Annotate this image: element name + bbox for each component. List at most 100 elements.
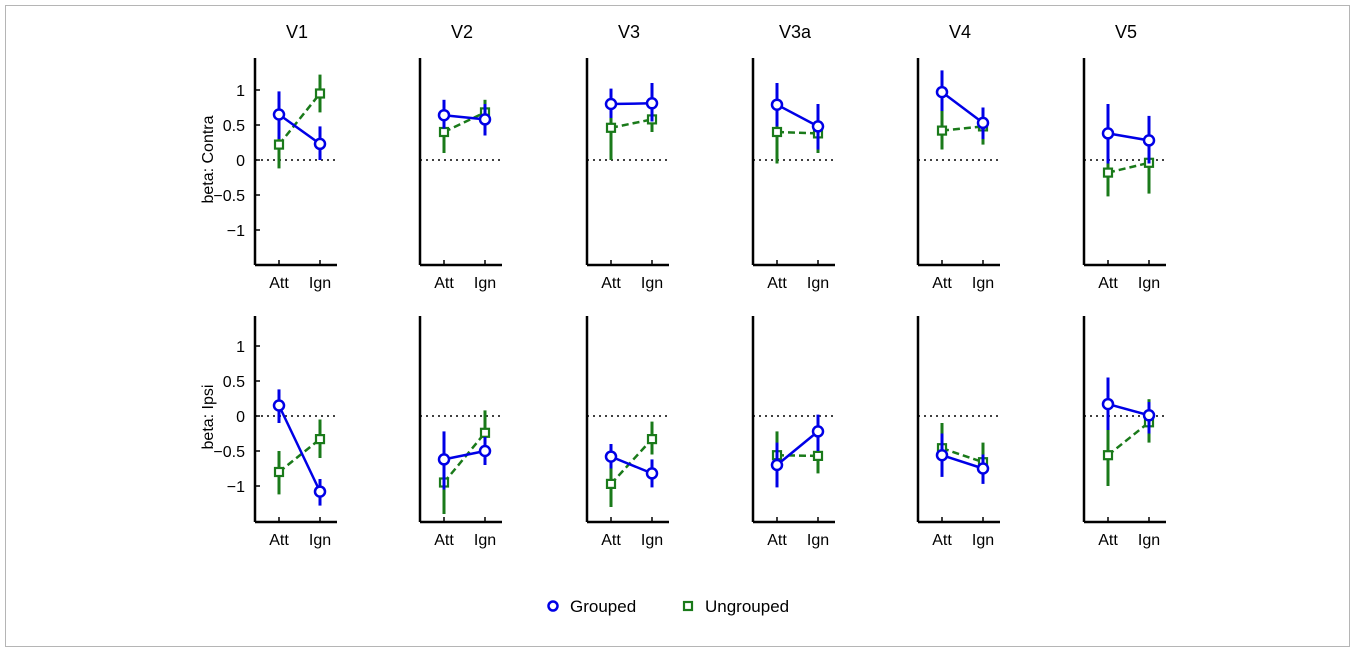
data-point-circle [1142, 134, 1156, 147]
data-point-circle [478, 444, 492, 458]
series-line [776, 130, 819, 135]
legend: Grouped Ungrouped [547, 597, 789, 616]
y-tick-label: 0.5 [223, 374, 245, 391]
panel-ipsi-v1: Att Ign [253, 316, 337, 549]
data-point-circle [645, 467, 659, 480]
series-ungrouped [605, 421, 658, 507]
data-point-square [771, 126, 783, 138]
data-point-circle [811, 425, 825, 438]
data-point-circle [604, 450, 618, 463]
data-point-square [646, 434, 658, 445]
x-tick-label-att: Att [601, 532, 621, 549]
series-line [941, 454, 984, 470]
data-point-square [438, 126, 450, 138]
y-tick-label: −0.5 [213, 444, 245, 461]
series-line [1107, 421, 1150, 457]
legend-label: Grouped [570, 597, 636, 616]
series-grouped [935, 70, 990, 139]
series-line [941, 125, 984, 132]
series-line [278, 113, 321, 145]
series-grouped [604, 83, 659, 122]
x-tick-label-att: Att [434, 532, 454, 549]
data-point-circle [1142, 409, 1156, 422]
data-point-circle [976, 116, 990, 130]
panel-title-v1: V1 [286, 22, 308, 42]
panel-title-v3: V3 [618, 22, 640, 42]
series-ungrouped [273, 419, 326, 495]
data-point-circle [313, 137, 327, 151]
panel-contra-v3: Att Ign [585, 58, 669, 292]
data-point-square [812, 450, 824, 461]
data-point-circle [604, 97, 618, 111]
x-tick-label-att: Att [269, 275, 289, 292]
panel-title-v3a: V3a [779, 22, 812, 42]
data-point-circle [1101, 127, 1115, 140]
y-tick-label: 0 [236, 153, 245, 170]
y-tick-label: 1 [236, 339, 245, 356]
series-grouped [437, 99, 492, 136]
series-line [1107, 402, 1150, 417]
legend-entry-ungrouped: Ungrouped [682, 597, 789, 616]
panel-title-v4: V4 [949, 22, 971, 42]
series-grouped [770, 414, 825, 488]
series-grouped [935, 433, 990, 484]
panel-contra-v5: Att Ign [1082, 58, 1166, 292]
x-tick-label-ign: Ign [972, 532, 994, 549]
legend-marker-circle [547, 600, 559, 612]
y-tick-label: −1 [227, 479, 245, 496]
series-grouped [770, 83, 825, 150]
x-tick-label-ign: Ign [1138, 275, 1160, 292]
x-tick-label-att: Att [434, 275, 454, 292]
series-grouped [1101, 377, 1156, 434]
x-tick-label-ign: Ign [474, 532, 496, 549]
figure-frame [5, 5, 1350, 647]
x-tick-label-ign: Ign [972, 275, 994, 292]
data-point-square [273, 466, 285, 478]
panel-ipsi-v3: Att Ign [585, 316, 669, 549]
data-point-circle [976, 462, 990, 475]
y-tick-label: 1 [236, 83, 245, 100]
y-axis-label-contra: beta: Contra [200, 115, 217, 203]
series-ungrouped [273, 74, 326, 169]
data-point-circle [770, 98, 784, 111]
data-point-circle [645, 97, 659, 110]
panel-ipsi-v3a: Att Ign [751, 316, 835, 549]
x-tick-label-att: Att [932, 275, 952, 292]
x-tick-label-ign: Ign [1138, 532, 1160, 549]
legend-label: Ungrouped [705, 597, 789, 616]
series-grouped [1101, 104, 1156, 164]
legend-marker-square [682, 600, 694, 612]
data-point-square [314, 434, 326, 445]
data-point-circle [770, 458, 784, 472]
data-point-circle [1101, 397, 1115, 411]
data-point-square [479, 427, 491, 438]
data-point-square [273, 139, 285, 150]
y-tick-label: −1 [227, 223, 245, 240]
series-line [941, 447, 984, 464]
series-grouped [604, 444, 659, 488]
panel-contra-v2: Att Ign [418, 58, 502, 292]
series-line [1107, 132, 1150, 142]
data-point-square [1102, 450, 1114, 461]
data-point-square [1102, 167, 1114, 178]
x-tick-label-att: Att [767, 532, 787, 549]
series-line [776, 103, 819, 128]
x-tick-label-ign: Ign [309, 532, 331, 549]
x-tick-label-ign: Ign [807, 532, 829, 549]
x-tick-label-ign: Ign [807, 275, 829, 292]
data-point-circle [313, 485, 327, 498]
series-ungrouped [936, 109, 989, 150]
data-point-circle [437, 453, 451, 466]
panel-title-v2: V2 [451, 22, 473, 42]
x-tick-label-att: Att [1098, 532, 1118, 549]
x-tick-label-ign: Ign [641, 275, 663, 292]
legend-entry-grouped: Grouped [547, 597, 636, 616]
series-line [610, 438, 653, 485]
panel-ipsi-v4: Att Ign [916, 316, 1000, 549]
series-ungrouped [771, 431, 824, 483]
series-line [277, 404, 322, 493]
series-line [1107, 161, 1150, 174]
x-tick-label-ign: Ign [641, 532, 663, 549]
series-ungrouped [438, 99, 491, 153]
